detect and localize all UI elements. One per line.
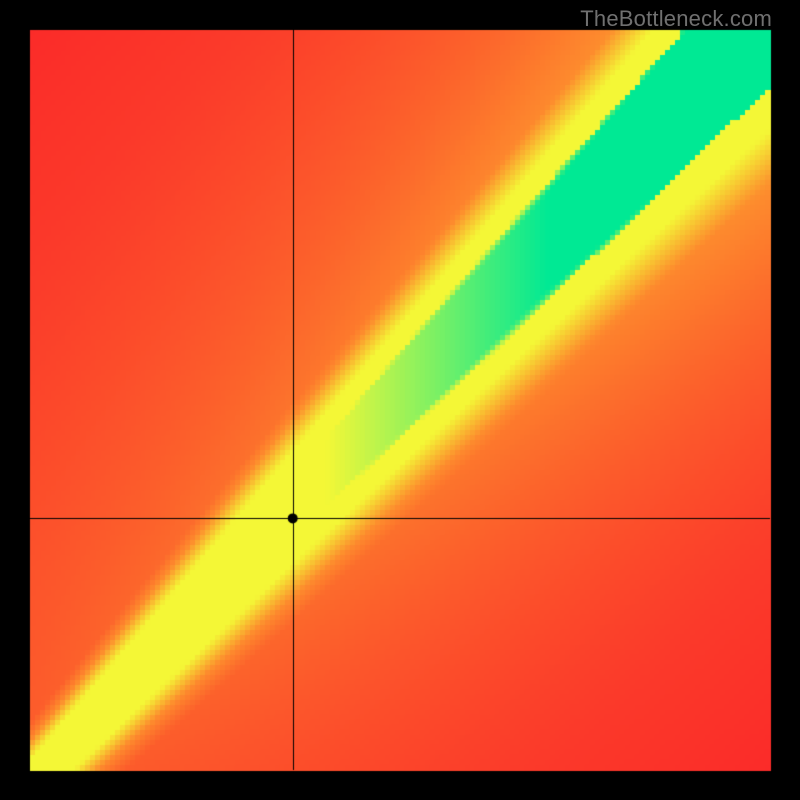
bottleneck-heatmap (0, 0, 800, 800)
chart-container: TheBottleneck.com (0, 0, 800, 800)
watermark-text: TheBottleneck.com (580, 6, 772, 32)
